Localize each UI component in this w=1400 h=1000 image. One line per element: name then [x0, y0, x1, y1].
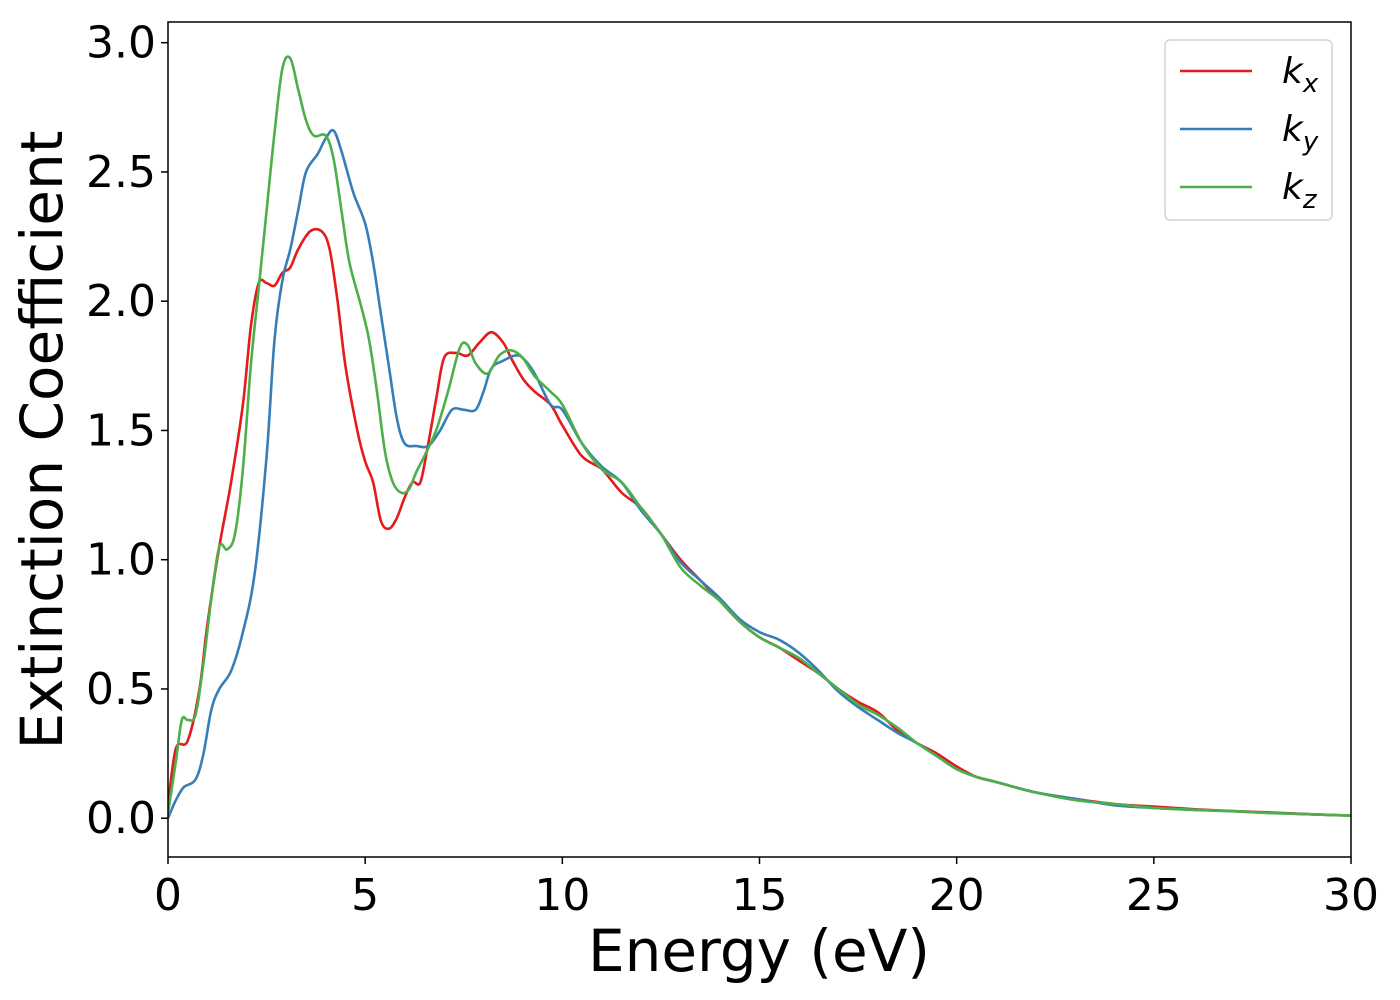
x-axis-title: Energy (eV) — [588, 917, 930, 985]
x-tick-label: 5 — [351, 870, 379, 921]
legend: kx ky kz — [1164, 39, 1333, 221]
series-layer — [168, 55, 1351, 819]
y-tick-label: 2.5 — [86, 147, 156, 198]
x-tick-label: 25 — [1126, 870, 1182, 921]
y-axis-title: Extinction Coefficient — [8, 131, 76, 750]
y-tick-label: 1.0 — [86, 535, 156, 586]
x-tick-label: 20 — [929, 870, 985, 921]
y-tick-label: 1.5 — [86, 405, 156, 456]
y-tick-label: 0.0 — [86, 793, 156, 844]
y-tick-label: 2.0 — [86, 276, 156, 327]
series-line-z — [168, 55, 1351, 817]
x-tick-label: 10 — [534, 870, 590, 921]
series-line-x — [168, 227, 1351, 817]
legend-label-x: kx — [1282, 51, 1319, 99]
x-axis: 0 5 10 15 20 25 30 — [154, 857, 1379, 921]
legend-label-y: ky — [1282, 109, 1319, 157]
x-tick-label: 0 — [154, 870, 182, 921]
y-tick-label: 3.0 — [86, 18, 156, 69]
x-tick-label: 30 — [1323, 870, 1379, 921]
y-tick-label: 0.5 — [86, 664, 156, 715]
y-axis: 0.0 0.5 1.0 1.5 2.0 2.5 3.0 — [86, 18, 168, 844]
x-tick-label: 15 — [732, 870, 788, 921]
legend-label-z: kz — [1282, 167, 1318, 215]
